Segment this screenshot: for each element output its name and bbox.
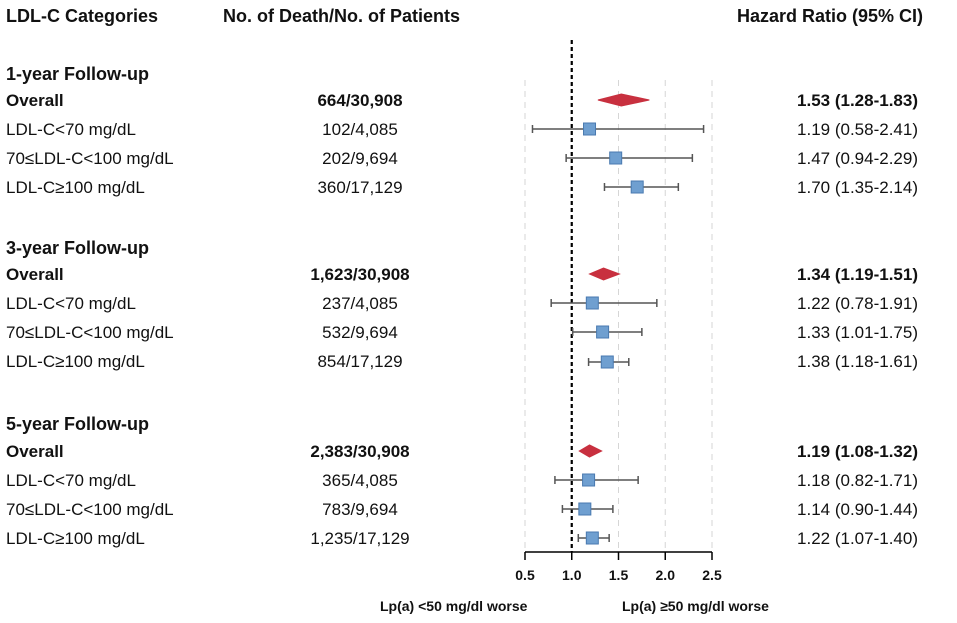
estimate-square xyxy=(596,325,610,339)
row-category: LDL-C<70 mg/dL xyxy=(6,294,136,313)
row-counts: 237/4,085 xyxy=(322,294,398,313)
estimate-square xyxy=(578,502,592,516)
header-hazard-ratio: Hazard Ratio (95% CI) xyxy=(737,6,924,26)
row-category: 70≤LDL-C<100 mg/dL xyxy=(6,149,174,168)
row-hazard-ratio: 1.38 (1.18-1.61) xyxy=(797,352,918,371)
estimate-square xyxy=(582,473,596,487)
row-hazard-ratio: 1.19 (0.58-2.41) xyxy=(797,120,918,139)
section-title-5-year: 5-year Follow-up xyxy=(6,414,150,434)
row-category: LDL-C<70 mg/dL xyxy=(6,120,136,139)
x-axis-tick-label: 0.5 xyxy=(515,567,535,583)
overall-estimate-diamond xyxy=(597,93,650,107)
estimate-square xyxy=(585,531,599,545)
row-hazard-ratio: 1.18 (0.82-1.71) xyxy=(797,471,918,490)
header-counts: No. of Death/No. of Patients xyxy=(223,6,461,26)
estimate-square xyxy=(583,122,597,136)
x-axis-tick-label: 1.5 xyxy=(609,567,629,583)
row-category: Overall xyxy=(6,91,64,110)
row-category: LDL-C≥100 mg/dL xyxy=(6,352,145,371)
row-counts: 2,383/30,908 xyxy=(310,442,410,461)
row-hazard-ratio: 1.53 (1.28-1.83) xyxy=(797,91,918,110)
row-hazard-ratio: 1.22 (1.07-1.40) xyxy=(797,529,918,548)
row-category: 70≤LDL-C<100 mg/dL xyxy=(6,500,174,519)
row-counts: 854/17,129 xyxy=(317,352,403,371)
row-counts: 783/9,694 xyxy=(322,500,398,519)
estimate-square xyxy=(609,151,623,165)
row-hazard-ratio: 1.34 (1.19-1.51) xyxy=(797,265,918,284)
row-counts: 1,235/17,129 xyxy=(310,529,410,548)
row-hazard-ratio: 1.14 (0.90-1.44) xyxy=(797,500,918,519)
estimate-square xyxy=(630,180,644,194)
row-category: 70≤LDL-C<100 mg/dL xyxy=(6,323,174,342)
row-counts: 532/9,694 xyxy=(322,323,398,342)
estimate-square xyxy=(600,355,614,369)
row-counts: 360/17,129 xyxy=(317,178,403,197)
row-category: LDL-C<70 mg/dL xyxy=(6,471,136,490)
row-hazard-ratio: 1.47 (0.94-2.29) xyxy=(797,149,918,168)
axis-right-direction-label: Lp(a) ≥50 mg/dl worse xyxy=(622,598,769,614)
x-axis-tick-label: 2.5 xyxy=(702,567,722,583)
row-counts: 1,623/30,908 xyxy=(310,265,410,284)
header-categories: LDL-C Categories xyxy=(6,6,159,26)
row-counts: 365/4,085 xyxy=(322,471,398,490)
row-category: LDL-C≥100 mg/dL xyxy=(6,529,145,548)
row-hazard-ratio: 1.22 (0.78-1.91) xyxy=(797,294,918,313)
overall-estimate-diamond xyxy=(588,267,621,281)
row-category: Overall xyxy=(6,442,64,461)
x-axis-tick-label: 2.0 xyxy=(656,567,676,583)
section-title-3-year: 3-year Follow-up xyxy=(6,238,150,258)
row-hazard-ratio: 1.33 (1.01-1.75) xyxy=(797,323,918,342)
estimate-square xyxy=(585,296,599,310)
row-hazard-ratio: 1.19 (1.08-1.32) xyxy=(797,442,918,461)
row-category: Overall xyxy=(6,265,64,284)
row-counts: 202/9,694 xyxy=(322,149,398,168)
section-title-1-year: 1-year Follow-up xyxy=(6,64,150,84)
row-counts: 102/4,085 xyxy=(322,120,398,139)
axis-left-direction-label: Lp(a) <50 mg/dl worse xyxy=(380,598,528,614)
row-category: LDL-C≥100 mg/dL xyxy=(6,178,145,197)
overall-estimate-diamond xyxy=(578,444,603,458)
x-axis-tick-label: 1.0 xyxy=(562,567,582,583)
row-counts: 664/30,908 xyxy=(317,91,403,110)
row-hazard-ratio: 1.70 (1.35-2.14) xyxy=(797,178,918,197)
